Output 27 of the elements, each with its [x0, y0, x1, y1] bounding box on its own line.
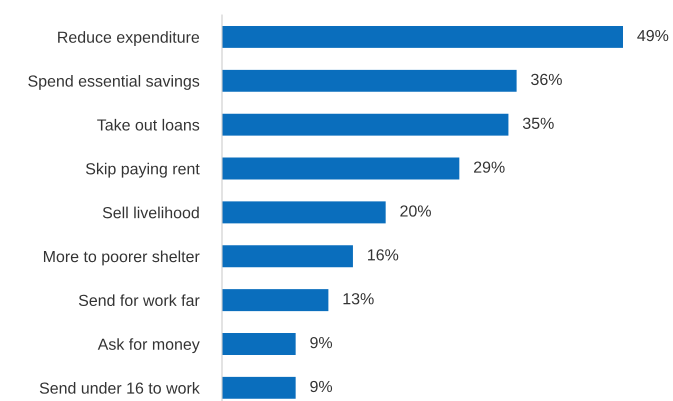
y-tick-label: Sell livelihood: [102, 206, 199, 218]
data-label: 36%: [531, 74, 562, 86]
bar: [222, 333, 296, 355]
bar: [222, 245, 353, 268]
y-tick-label: Send for work far: [78, 294, 200, 306]
y-tick-label: Spend essential savings: [28, 75, 200, 90]
y-tick-label: Take out loans: [97, 118, 200, 131]
bar: [222, 289, 328, 312]
data-label: 13%: [343, 293, 374, 304]
y-tick-label: Skip paying rent: [86, 162, 200, 178]
data-label: 49%: [637, 30, 668, 42]
y-tick-label: More to poorer shelter: [44, 250, 200, 266]
data-label: 20%: [400, 205, 431, 217]
data-label: 9%: [310, 336, 332, 348]
data-label: 29%: [474, 162, 505, 173]
bar: [222, 26, 623, 48]
y-tick-label: Send under 16 to work: [40, 382, 200, 394]
data-label: 35%: [522, 118, 554, 129]
y-tick-label: Reduce expenditure: [58, 31, 200, 46]
bar: [222, 158, 460, 180]
data-label: 9%: [310, 380, 332, 392]
bar: [222, 201, 386, 224]
bar: [222, 376, 296, 399]
data-label: 16%: [368, 249, 398, 261]
bar: [222, 70, 517, 92]
bar: [222, 114, 508, 136]
y-tick-label: Ask for money: [98, 338, 200, 354]
